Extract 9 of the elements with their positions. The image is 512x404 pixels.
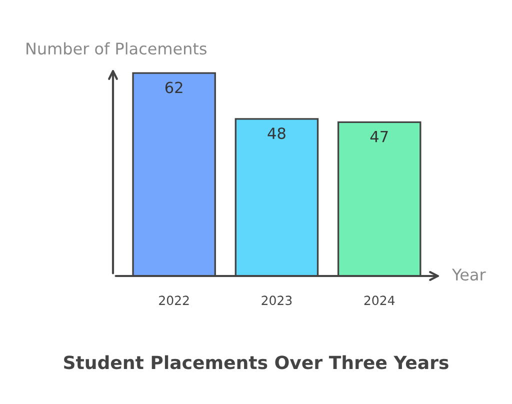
data-label: 48: [268, 128, 286, 140]
x-tick-label: 2024: [364, 296, 395, 306]
x-tick-label: 2022: [159, 296, 189, 306]
x-axis-title: Year: [452, 268, 486, 281]
text: Student Placements Over Three Years: [64, 355, 448, 370]
data-label: 47: [370, 130, 388, 142]
y-axis-title: Number of Placements: [26, 42, 206, 55]
data-label: 62: [165, 82, 182, 94]
x-tick-label: 2023: [262, 296, 292, 306]
